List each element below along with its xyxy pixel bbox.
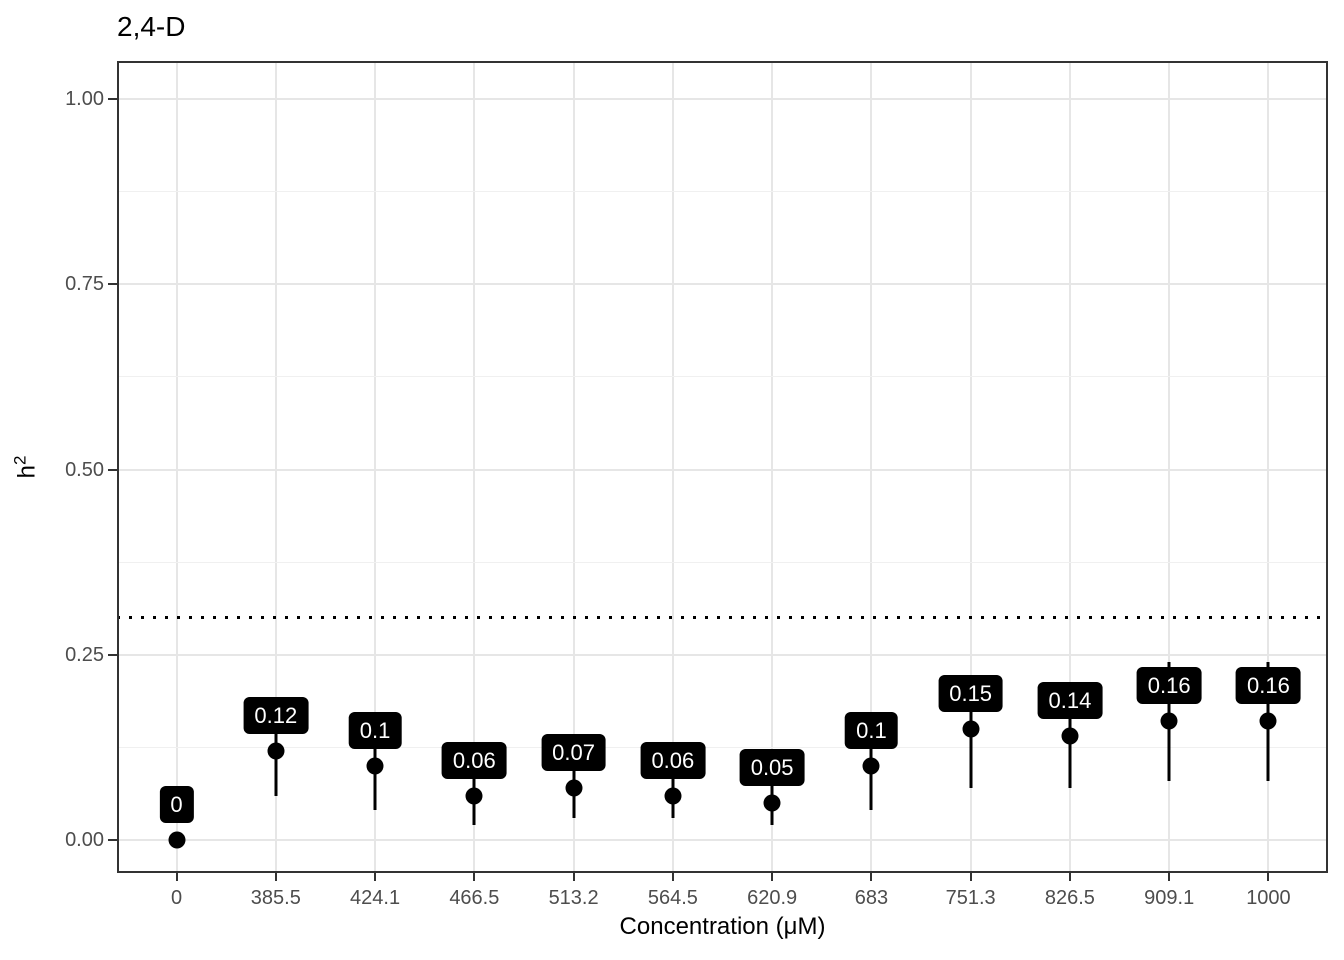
gridline-horizontal-minor bbox=[117, 561, 1328, 563]
x-axis-tick-label: 424.1 bbox=[350, 887, 401, 909]
panel-border bbox=[117, 61, 1328, 873]
y-axis-tick-label: 0.75 bbox=[65, 273, 104, 296]
plot-panel: 0 0.12 0.1 0.06 0.07 0.06 0.05 0.1 0.15 0.14 0.16 0… bbox=[117, 61, 1328, 873]
x-axis-tick bbox=[969, 873, 972, 881]
gridline-vertical bbox=[175, 61, 178, 873]
y-axis-tick bbox=[108, 468, 117, 471]
gridline-horizontal-major bbox=[117, 468, 1328, 471]
data-point bbox=[465, 787, 483, 805]
x-axis-tick bbox=[870, 873, 873, 881]
gridline-vertical bbox=[473, 61, 476, 873]
gridline-vertical bbox=[771, 61, 774, 873]
y-axis-tick-label: 0.25 bbox=[65, 643, 104, 666]
x-axis-tick-label: 385.5 bbox=[250, 887, 301, 909]
x-axis-tick-label: 0 bbox=[170, 887, 183, 909]
chart-title: 2,4-D bbox=[117, 11, 186, 42]
data-point bbox=[267, 742, 285, 760]
data-point bbox=[366, 757, 384, 775]
y-axis-tick-label: 0.50 bbox=[65, 458, 104, 481]
gridline-vertical bbox=[969, 61, 972, 873]
x-axis-tick bbox=[1168, 873, 1171, 881]
gridline-horizontal-major bbox=[117, 653, 1328, 656]
gridline-vertical bbox=[1068, 61, 1071, 873]
gridline-vertical bbox=[671, 61, 674, 873]
value-label: 0.14 bbox=[1037, 682, 1103, 720]
x-axis-tick bbox=[1068, 873, 1071, 881]
data-point bbox=[1160, 712, 1178, 730]
data-point bbox=[565, 779, 583, 797]
value-label: 0.05 bbox=[739, 748, 805, 786]
x-axis-tick-label: 826.5 bbox=[1044, 887, 1095, 909]
data-point bbox=[168, 831, 186, 849]
value-label: 0.12 bbox=[243, 697, 309, 735]
value-label: 0.15 bbox=[938, 674, 1004, 712]
data-point bbox=[1259, 712, 1277, 730]
value-label: 0.1 bbox=[348, 711, 402, 749]
x-axis-tick bbox=[1267, 873, 1270, 881]
gridline-horizontal-minor bbox=[117, 376, 1328, 378]
gridline-vertical bbox=[572, 61, 575, 873]
gridline-vertical bbox=[870, 61, 873, 873]
gridline-horizontal-major bbox=[117, 98, 1328, 100]
value-label: 0.1 bbox=[845, 711, 898, 749]
value-label: 0.06 bbox=[441, 741, 507, 779]
x-axis-tick-label: 1000 bbox=[1246, 887, 1291, 909]
x-axis-tick bbox=[572, 873, 575, 881]
y-axis-tick bbox=[108, 839, 117, 842]
value-label: 0.06 bbox=[640, 741, 706, 779]
x-axis-tick-label: 751.3 bbox=[945, 887, 996, 909]
gridline-vertical bbox=[274, 61, 277, 873]
x-axis-tick-label: 683 bbox=[854, 887, 889, 909]
x-axis-tick-label: 909.1 bbox=[1144, 887, 1195, 909]
reference-line bbox=[117, 616, 1328, 620]
gridline-horizontal-major bbox=[117, 283, 1328, 286]
y-axis-tick-label: 1.00 bbox=[65, 88, 104, 110]
value-label: 0.07 bbox=[541, 734, 607, 772]
x-axis-tick bbox=[175, 873, 178, 881]
y-axis-tick bbox=[108, 653, 117, 656]
x-axis-tick bbox=[274, 873, 277, 881]
x-axis-title: Concentration (μM) bbox=[619, 913, 826, 940]
gridline-vertical bbox=[374, 61, 377, 873]
x-axis-tick bbox=[771, 873, 774, 881]
x-axis-tick-label: 466.5 bbox=[449, 887, 500, 909]
gridline-vertical bbox=[1267, 61, 1270, 873]
x-axis-tick bbox=[671, 873, 674, 881]
data-point bbox=[962, 720, 980, 738]
x-axis-tick-label: 564.5 bbox=[647, 887, 698, 909]
value-label: 0.16 bbox=[1136, 667, 1202, 705]
x-axis-tick bbox=[473, 873, 476, 881]
x-axis-tick-label: 513.2 bbox=[548, 887, 599, 909]
gridline-horizontal-minor bbox=[117, 746, 1328, 748]
gridline-vertical bbox=[1168, 61, 1171, 873]
y-axis-tick-label: 0.00 bbox=[65, 829, 104, 852]
data-point bbox=[763, 794, 781, 812]
x-axis-tick-label: 620.9 bbox=[747, 887, 798, 909]
gridline-horizontal-minor bbox=[117, 191, 1328, 193]
gridline-horizontal-major bbox=[117, 839, 1328, 842]
data-point bbox=[862, 757, 880, 775]
value-label: 0 bbox=[159, 786, 194, 824]
data-point bbox=[664, 787, 682, 805]
y-axis-tick bbox=[108, 283, 117, 286]
data-point bbox=[1061, 727, 1079, 745]
x-axis-tick bbox=[374, 873, 377, 881]
value-label: 0.16 bbox=[1236, 667, 1301, 705]
y-axis-tick bbox=[108, 98, 117, 100]
y-axis-title-exponent: 2 bbox=[10, 455, 30, 466]
